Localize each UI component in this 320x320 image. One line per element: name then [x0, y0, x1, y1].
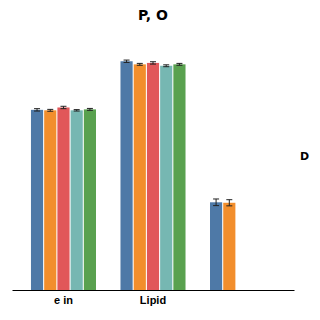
error-bar: [60, 106, 66, 108]
error-bar: [226, 200, 232, 206]
bar: [31, 110, 43, 290]
error-bar: [74, 110, 80, 111]
bar: [160, 66, 172, 290]
error-bar: [34, 109, 40, 111]
error-bar: [176, 63, 182, 65]
series: [57, 62, 159, 290]
series: [31, 60, 222, 290]
bar: [147, 63, 159, 290]
bars: [31, 60, 235, 290]
x-axis: e in Lipid: [13, 291, 295, 306]
x-tick-label: Lipid: [140, 294, 166, 306]
bar: [223, 203, 235, 290]
error-bar: [213, 199, 219, 206]
error-bar: [163, 65, 169, 67]
chart: e in Lipid P, O D: [0, 0, 320, 320]
series: [71, 65, 173, 290]
bar: [210, 202, 222, 290]
plot: e in Lipid: [13, 60, 295, 306]
error-bar: [137, 63, 143, 65]
series: [84, 63, 186, 290]
error-bar: [87, 108, 93, 110]
series: [44, 63, 235, 290]
bar: [120, 61, 132, 290]
bar: [134, 64, 146, 290]
error-bar: [47, 109, 53, 111]
x-axis-line: [13, 290, 295, 291]
error-bar: [150, 62, 156, 64]
title: P, O: [138, 7, 168, 23]
bar: [84, 109, 96, 290]
bar: [44, 110, 56, 290]
x-tick-label: e in: [54, 294, 73, 306]
bar: [71, 110, 83, 290]
bar: [173, 64, 185, 290]
x-tick: Lipid: [140, 294, 166, 306]
bar: [57, 107, 69, 290]
error-bar: [124, 60, 130, 62]
annotation: D: [300, 150, 309, 163]
x-tick: e in: [54, 294, 73, 306]
